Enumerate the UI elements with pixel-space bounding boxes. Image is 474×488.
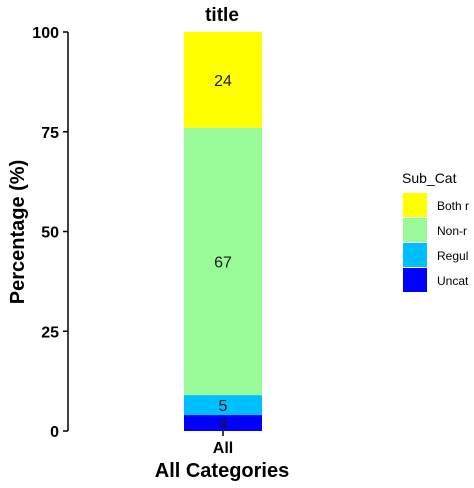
chart-title: title xyxy=(205,5,239,26)
legend-swatch xyxy=(403,193,427,217)
y-tick-label: 0 xyxy=(50,424,59,441)
y-tick-label: 25 xyxy=(41,324,59,341)
legend-swatch xyxy=(403,218,427,242)
legend-label: Non-r xyxy=(437,224,467,238)
legend: Sub_Cat Both r Non-r Regul Uncat xyxy=(402,170,469,292)
legend-label: Regul xyxy=(437,249,468,263)
x-axis-title: All Categories xyxy=(155,460,289,482)
x-axis: All xyxy=(213,431,233,457)
legend-swatch xyxy=(403,243,427,267)
legend-entries: Both r Non-r Regul Uncat xyxy=(403,193,469,292)
data-label: 24 xyxy=(214,73,232,90)
legend-label: Uncat xyxy=(437,274,469,288)
y-tick-label: 50 xyxy=(41,225,59,242)
data-label: 4 xyxy=(219,416,228,433)
x-tick-label: All xyxy=(213,440,233,457)
legend-label: Both r xyxy=(437,199,469,213)
y-axis-title: Percentage (%) xyxy=(7,160,29,305)
data-label: 5 xyxy=(219,398,228,415)
bar-segments xyxy=(184,32,262,431)
data-label: 67 xyxy=(214,254,232,271)
y-tick-label: 75 xyxy=(41,125,59,142)
legend-swatch xyxy=(403,268,427,292)
y-axis: 0 25 50 75 100 xyxy=(32,25,68,441)
legend-title: Sub_Cat xyxy=(402,170,457,186)
y-tick-label: 100 xyxy=(32,25,59,42)
